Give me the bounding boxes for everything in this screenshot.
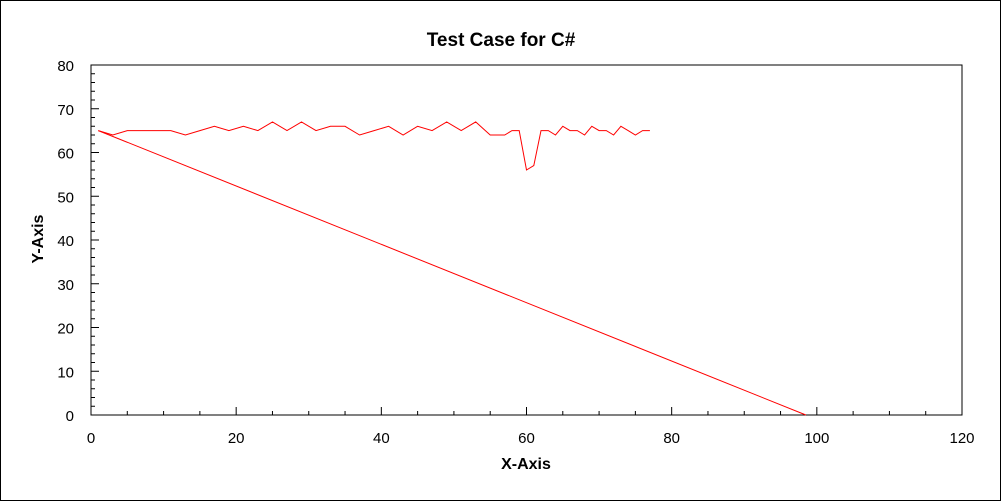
x-tick-label: 0 [87,430,95,447]
series-line-1 [98,121,650,171]
chart-title: Test Case for C# [427,30,576,51]
y-tick-label: 0 [66,408,74,425]
axis-ticks: 0 20 40 60 80 100 120 0 10 20 30 40 50 60 70 80 [57,58,974,447]
y-tick-label: 50 [57,189,74,206]
series-line-2 [98,130,807,416]
x-tick-label: 80 [663,430,680,447]
y-tick-label: 60 [57,146,74,163]
x-axis-label: X-Axis [501,456,551,473]
x-tick-label: 120 [949,430,974,447]
y-tick-label: 80 [57,58,74,75]
x-tick-label: 20 [228,430,245,447]
y-tick-label: 30 [57,277,74,294]
plot-area-border [90,64,963,416]
y-tick-label: 20 [57,321,74,338]
x-tick-label: 60 [518,430,535,447]
x-tick-label: 100 [804,430,829,447]
y-tick-label: 40 [57,233,74,250]
y-tick-label: 70 [57,102,74,119]
x-tick-label: 40 [373,430,390,447]
y-tick-label: 10 [57,364,74,381]
series-group [98,121,807,416]
y-axis-label: Y-Axis [30,214,47,263]
